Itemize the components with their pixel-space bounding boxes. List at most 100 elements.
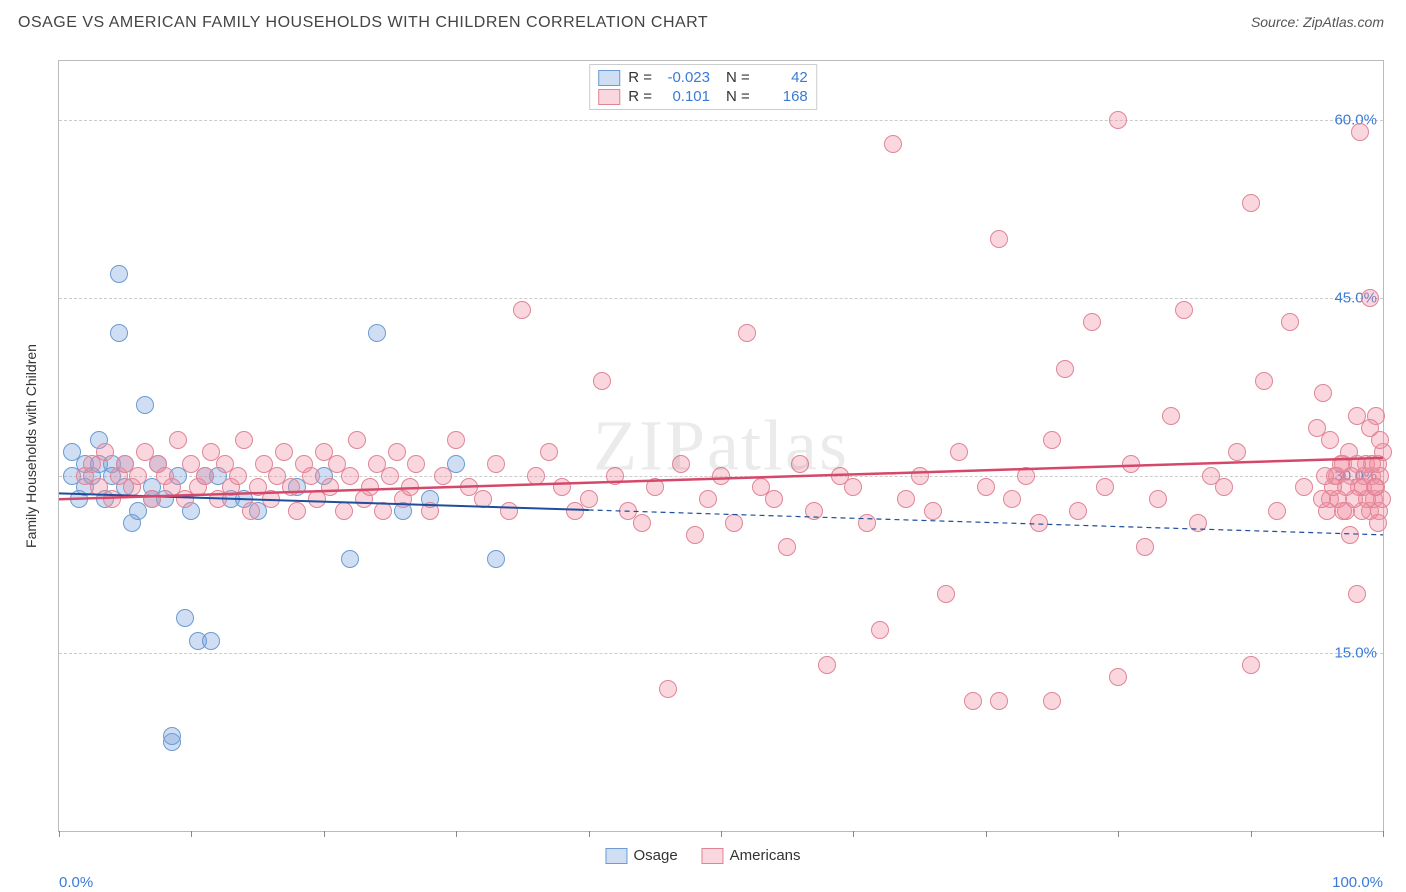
scatter-point	[176, 609, 194, 627]
scatter-point	[1189, 514, 1207, 532]
x-tick	[589, 831, 590, 837]
scatter-point	[646, 478, 664, 496]
legend-series: Osage Americans	[605, 847, 800, 864]
scatter-point	[447, 431, 465, 449]
scatter-point	[805, 502, 823, 520]
scatter-point	[911, 467, 929, 485]
scatter-point	[937, 585, 955, 603]
scatter-point	[1316, 467, 1334, 485]
scatter-point	[401, 478, 419, 496]
scatter-point	[388, 443, 406, 461]
legend-r-value: -0.023	[660, 69, 710, 86]
scatter-point	[593, 372, 611, 390]
x-tick	[324, 831, 325, 837]
scatter-point	[1242, 656, 1260, 674]
scatter-point	[884, 135, 902, 153]
scatter-point	[1003, 490, 1021, 508]
legend-series-item: Americans	[702, 847, 801, 864]
scatter-point	[1056, 360, 1074, 378]
scatter-point	[487, 550, 505, 568]
scatter-point	[924, 502, 942, 520]
scatter-point	[474, 490, 492, 508]
y-axis-label: Family Households with Children	[23, 344, 39, 548]
scatter-point	[871, 621, 889, 639]
scatter-point	[302, 467, 320, 485]
scatter-point	[262, 490, 280, 508]
scatter-point	[977, 478, 995, 496]
scatter-point	[235, 431, 253, 449]
scatter-point	[242, 502, 260, 520]
scatter-point	[1228, 443, 1246, 461]
scatter-point	[553, 478, 571, 496]
scatter-point	[950, 443, 968, 461]
scatter-point	[288, 502, 306, 520]
legend-n-label: N =	[726, 69, 750, 86]
scatter-point	[633, 514, 651, 532]
scatter-point	[1361, 289, 1379, 307]
scatter-point	[1369, 514, 1387, 532]
scatter-point	[368, 324, 386, 342]
scatter-point	[1314, 384, 1332, 402]
scatter-point	[606, 467, 624, 485]
legend-swatch	[598, 70, 620, 86]
scatter-point	[580, 490, 598, 508]
scatter-point	[1215, 478, 1233, 496]
scatter-point	[169, 431, 187, 449]
scatter-point	[1122, 455, 1140, 473]
scatter-point	[103, 490, 121, 508]
scatter-point	[1348, 585, 1366, 603]
scatter-point	[1242, 194, 1260, 212]
scatter-point	[1017, 467, 1035, 485]
x-tick	[59, 831, 60, 837]
scatter-point	[1313, 490, 1331, 508]
scatter-point	[321, 478, 339, 496]
x-tick	[986, 831, 987, 837]
scatter-point	[1149, 490, 1167, 508]
source-label: Source: ZipAtlas.com	[1251, 14, 1384, 30]
scatter-point	[990, 692, 1008, 710]
scatter-point	[672, 455, 690, 473]
scatter-point	[818, 656, 836, 674]
scatter-point	[1295, 478, 1313, 496]
legend-n-value: 42	[758, 69, 808, 86]
trend-lines	[59, 61, 1383, 831]
legend-r-value: 0.101	[660, 88, 710, 105]
scatter-point	[110, 265, 128, 283]
scatter-point	[348, 431, 366, 449]
legend-series-item: Osage	[605, 847, 677, 864]
legend-series-label: Americans	[730, 847, 801, 864]
legend-row: R =0.101N =168	[598, 88, 808, 105]
scatter-point	[1255, 372, 1273, 390]
legend-row: R =-0.023N =42	[598, 69, 808, 86]
x-tick-label: 100.0%	[1332, 874, 1383, 891]
x-tick	[1118, 831, 1119, 837]
scatter-point	[540, 443, 558, 461]
scatter-point	[96, 443, 114, 461]
scatter-point	[897, 490, 915, 508]
legend-r-label: R =	[628, 88, 652, 105]
grid-line	[59, 120, 1383, 121]
scatter-point	[229, 467, 247, 485]
scatter-point	[990, 230, 1008, 248]
chart-container: OSAGE VS AMERICAN FAMILY HOUSEHOLDS WITH…	[10, 10, 1396, 882]
scatter-point	[1096, 478, 1114, 496]
legend-correlation: R =-0.023N =42R =0.101N =168	[589, 64, 817, 110]
scatter-point	[361, 478, 379, 496]
scatter-point	[964, 692, 982, 710]
x-tick	[853, 831, 854, 837]
scatter-point	[282, 478, 300, 496]
scatter-point	[858, 514, 876, 532]
scatter-point	[686, 526, 704, 544]
scatter-point	[513, 301, 531, 319]
scatter-point	[1043, 692, 1061, 710]
scatter-point	[712, 467, 730, 485]
x-tick	[456, 831, 457, 837]
scatter-point	[110, 324, 128, 342]
scatter-point	[500, 502, 518, 520]
scatter-point	[275, 443, 293, 461]
grid-line	[59, 653, 1383, 654]
legend-n-label: N =	[726, 88, 750, 105]
scatter-point	[1361, 419, 1379, 437]
scatter-point	[659, 680, 677, 698]
scatter-point	[1030, 514, 1048, 532]
